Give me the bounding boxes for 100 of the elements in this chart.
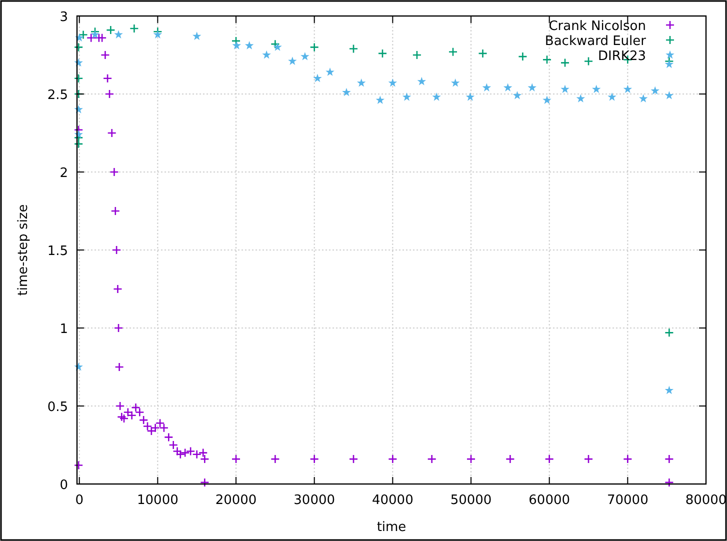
point: [114, 30, 123, 38]
point: [664, 454, 674, 464]
point: [119, 414, 129, 424]
point: [650, 86, 660, 95]
point: [86, 33, 96, 42]
y-tick-label: 2: [60, 166, 68, 181]
y-tick-label: 2.5: [47, 88, 68, 103]
point: [378, 48, 388, 58]
point: [114, 323, 124, 333]
point: [288, 56, 297, 65]
point: [232, 41, 242, 50]
point: [584, 56, 594, 66]
point: [466, 454, 476, 464]
point: [376, 96, 385, 104]
point: [402, 92, 412, 101]
point: [342, 88, 351, 96]
x-tick-label: 50000: [450, 493, 492, 508]
point: [310, 454, 319, 464]
x-tick-label: 10000: [137, 493, 178, 508]
point: [200, 478, 210, 488]
point: [115, 401, 125, 411]
point: [528, 83, 536, 92]
point: [78, 30, 88, 40]
x-tick-label: 60000: [528, 493, 570, 508]
point: [388, 78, 398, 87]
point: [518, 52, 528, 62]
point: [74, 74, 84, 84]
x-tick-label: 40000: [372, 493, 414, 508]
point: [110, 206, 120, 216]
point: [592, 84, 601, 94]
y-axis-title: time-step size: [16, 204, 31, 296]
point: [542, 55, 552, 64]
point: [90, 30, 100, 38]
point: [100, 50, 110, 60]
point: [192, 32, 202, 40]
point: [127, 410, 136, 420]
point: [664, 90, 674, 100]
point: [231, 36, 241, 46]
legend-label: DIRK23: [598, 49, 646, 64]
point: [310, 42, 319, 52]
y-tick-label: 1: [60, 322, 68, 337]
point: [348, 454, 358, 464]
point: [130, 24, 139, 34]
point: [231, 454, 241, 464]
point: [106, 25, 116, 35]
point: [262, 50, 271, 59]
point: [117, 412, 126, 422]
point: [97, 33, 107, 42]
point: [503, 83, 512, 92]
point: [313, 74, 322, 82]
point: [432, 92, 441, 101]
point: [560, 58, 570, 68]
legend-label: Crank Nicolson: [548, 19, 646, 34]
point: [164, 432, 174, 442]
point: [478, 48, 488, 58]
point: [176, 450, 186, 460]
point: [244, 41, 254, 50]
point: [576, 94, 586, 102]
point: [466, 92, 475, 101]
point: [584, 454, 594, 464]
point: [506, 454, 515, 464]
point: [74, 42, 84, 52]
y-tick-label: 0.5: [47, 400, 68, 415]
point: [664, 60, 674, 68]
point: [608, 92, 616, 101]
x-tick-label: 0: [75, 493, 84, 508]
point: [198, 448, 208, 458]
point: [110, 167, 119, 177]
point: [417, 76, 426, 86]
point: [448, 47, 458, 57]
point: [388, 454, 398, 464]
point: [623, 84, 632, 94]
point: [623, 454, 632, 464]
point: [356, 78, 366, 87]
x-tick-label: 80000: [685, 493, 727, 508]
x-axis-title: time: [376, 520, 406, 535]
x-tick-label: 30000: [294, 493, 336, 508]
point: [544, 454, 554, 464]
point: [542, 96, 552, 104]
point: [123, 408, 133, 417]
point: [74, 460, 84, 470]
point: [664, 328, 674, 338]
x-tick-label: 70000: [606, 493, 648, 508]
point: [74, 139, 84, 149]
y-tick-label: 0: [60, 478, 68, 493]
point: [113, 284, 122, 294]
point: [664, 478, 674, 488]
point: [200, 454, 210, 464]
point: [114, 362, 124, 372]
point: [348, 44, 358, 54]
point: [104, 89, 114, 99]
point: [412, 50, 422, 60]
point: [107, 128, 117, 138]
point: [273, 42, 282, 51]
point: [270, 39, 280, 49]
point: [112, 245, 122, 255]
point: [482, 83, 492, 92]
point: [300, 52, 310, 60]
x-tick-label: 20000: [215, 493, 257, 508]
y-tick-label: 1.5: [47, 244, 68, 259]
